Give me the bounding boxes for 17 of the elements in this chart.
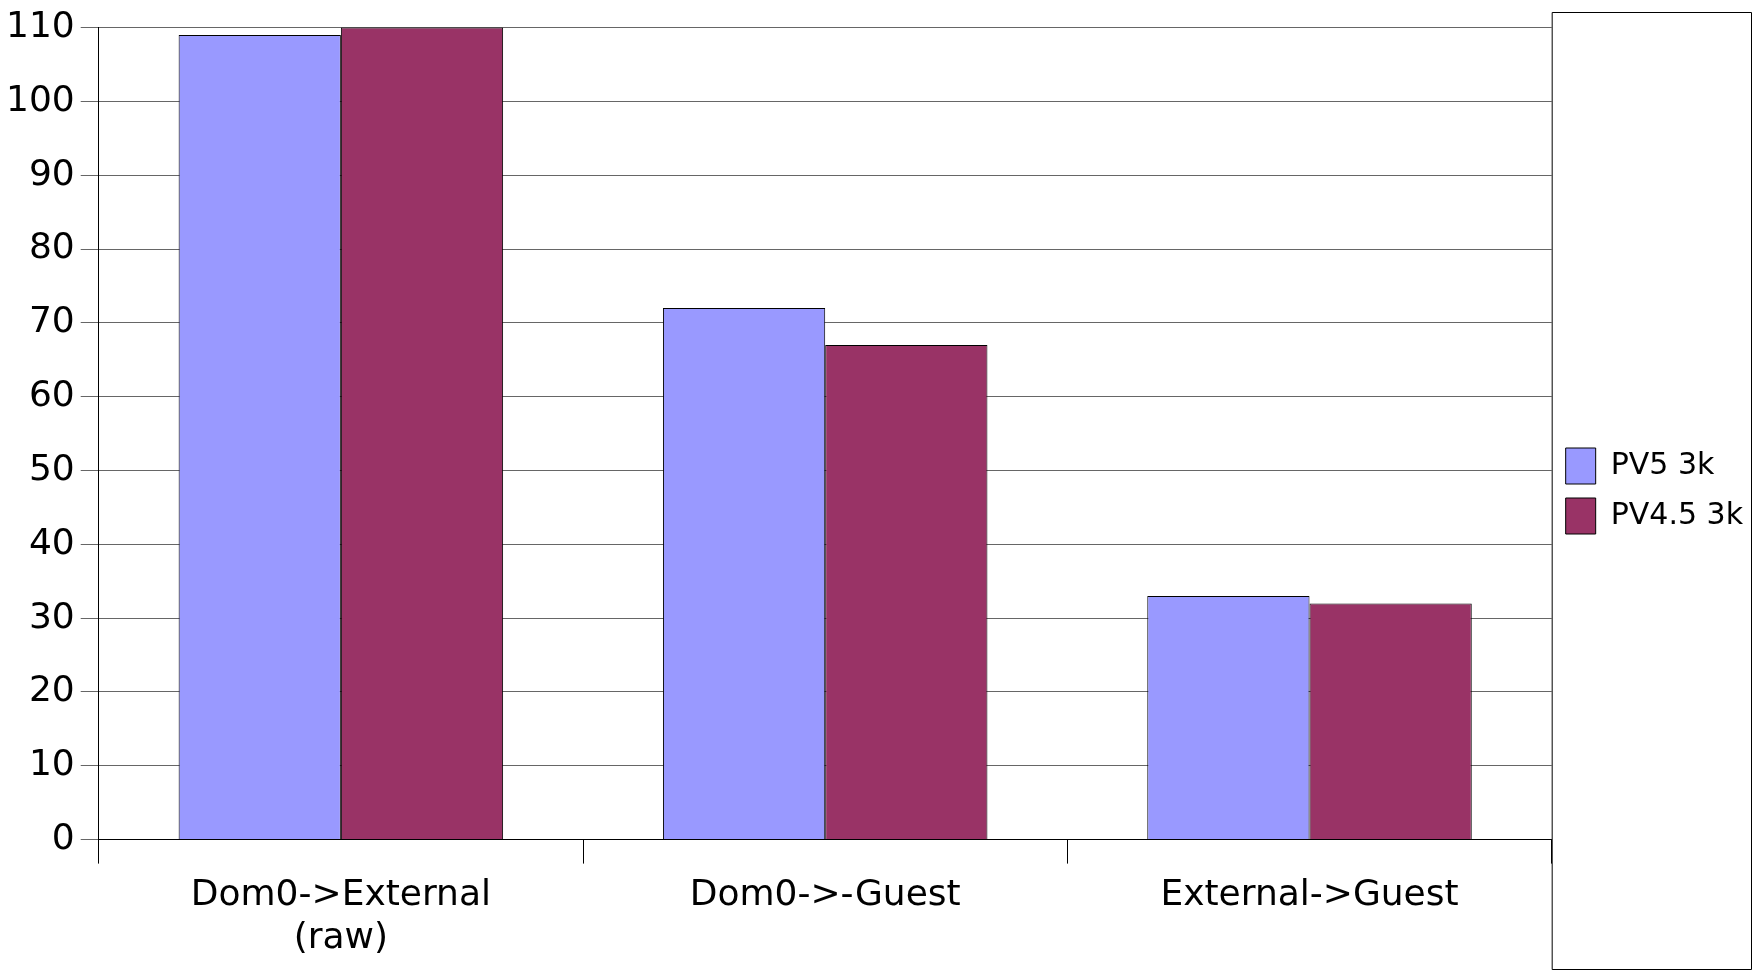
x-tick-label: External->Guest — [1160, 871, 1459, 913]
y-tick-label: 40 — [28, 520, 75, 562]
y-tick-label: 50 — [28, 446, 75, 488]
y-tick-label: 80 — [28, 225, 75, 267]
y-tick-label: 110 — [5, 3, 75, 45]
y-tick-label: 70 — [28, 299, 75, 341]
legend-label: PV4.5 3k — [1610, 495, 1744, 531]
y-tick-label: 20 — [28, 668, 75, 710]
x-tick-label: Dom0->External (raw) — [190, 871, 491, 956]
legend-label: PV5 3k — [1610, 445, 1715, 481]
y-tick-label: 30 — [28, 594, 75, 636]
y-tick-label: 100 — [5, 77, 75, 119]
x-tick-label: Dom0->-Guest — [689, 871, 961, 913]
y-tick-label: 0 — [51, 815, 75, 857]
y-tick-label: 90 — [28, 151, 75, 193]
y-tick-label: 60 — [28, 373, 75, 415]
y-tick-label: 10 — [28, 742, 75, 784]
